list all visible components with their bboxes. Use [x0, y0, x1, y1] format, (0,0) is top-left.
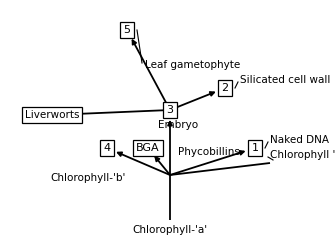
- Text: 3: 3: [166, 105, 174, 115]
- Text: Silicated cell wall: Silicated cell wall: [240, 75, 330, 85]
- Text: Leaf gametophyte: Leaf gametophyte: [145, 60, 240, 70]
- Text: Embryo: Embryo: [158, 120, 198, 130]
- Text: BGA: BGA: [136, 143, 160, 153]
- Text: 1: 1: [252, 143, 259, 153]
- Text: Chlorophyll 'C': Chlorophyll 'C': [270, 150, 335, 160]
- Text: 2: 2: [221, 83, 228, 93]
- Text: Chlorophyll-'b': Chlorophyll-'b': [50, 173, 126, 183]
- Text: 4: 4: [104, 143, 111, 153]
- Text: Liverworts: Liverworts: [25, 110, 79, 120]
- Text: Naked DNA: Naked DNA: [270, 135, 329, 145]
- Text: 5: 5: [124, 25, 131, 35]
- Text: Phycobillins: Phycobillins: [178, 147, 240, 157]
- Text: Chlorophyll-'a': Chlorophyll-'a': [132, 225, 208, 235]
